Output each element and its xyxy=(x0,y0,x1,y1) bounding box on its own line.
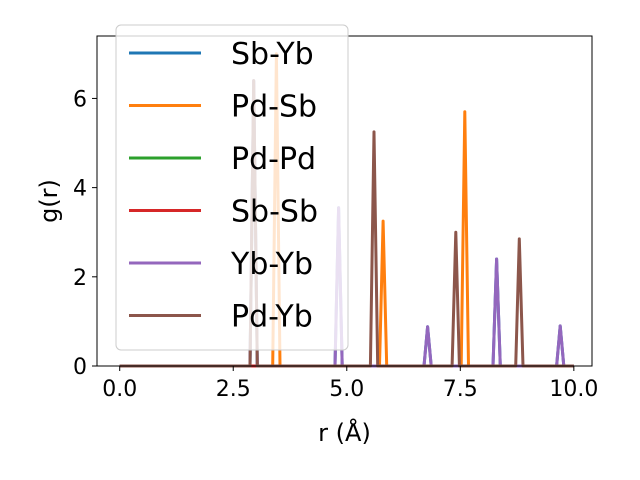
x-tick-label: 7.5 xyxy=(443,377,478,402)
y-tick-label: 2 xyxy=(73,266,87,291)
legend: Sb-Yb Pd-Sb Pd-Pd Sb-Sb Yb-Yb Pd-Yb xyxy=(115,24,349,351)
legend-label-yb-yb: Yb-Yb xyxy=(230,247,313,282)
x-tick-label: 0.0 xyxy=(102,377,137,402)
y-tick-label: 0 xyxy=(73,355,87,380)
x-axis: 0.0 2.5 5.0 7.5 10.0 xyxy=(102,366,598,402)
legend-label-pd-pd: Pd-Pd xyxy=(231,142,316,177)
legend-label-pd-yb: Pd-Yb xyxy=(231,300,313,335)
x-axis-label: r (Å) xyxy=(318,418,371,447)
x-tick-label: 5.0 xyxy=(329,377,364,402)
x-tick-label: 10.0 xyxy=(549,377,598,402)
legend-label-sb-yb: Sb-Yb xyxy=(231,37,314,72)
legend-label-pd-sb: Pd-Sb xyxy=(231,90,317,125)
y-axis-label: g(r) xyxy=(35,179,63,223)
y-tick-label: 4 xyxy=(73,177,87,202)
legend-label-sb-sb: Sb-Sb xyxy=(231,195,318,230)
y-tick-label: 6 xyxy=(73,87,87,112)
x-tick-label: 2.5 xyxy=(216,377,251,402)
y-axis: 0 2 4 6 xyxy=(73,87,97,380)
